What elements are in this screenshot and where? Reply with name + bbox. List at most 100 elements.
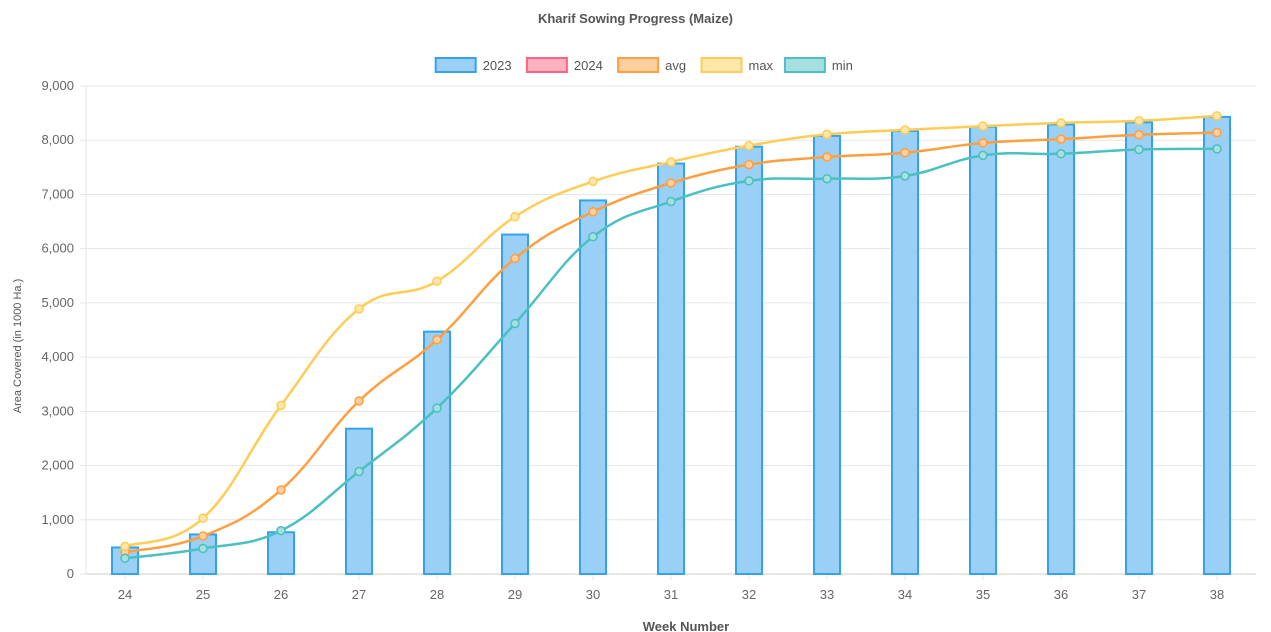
bar-2023 [579, 199, 607, 576]
point-avg [744, 159, 754, 170]
point-min [1134, 144, 1144, 155]
point-max [822, 129, 832, 140]
legend-swatch-2024 [525, 57, 568, 73]
x-tick-label: 32 [742, 587, 756, 602]
legend-item-max[interactable]: max [700, 57, 774, 73]
bar-2023 [891, 130, 919, 575]
line-min [124, 147, 1218, 560]
x-tick-label: 30 [586, 587, 600, 602]
bar-2023 [423, 330, 451, 576]
x-tick-label: 31 [664, 587, 678, 602]
point-min [1056, 149, 1066, 159]
legend-item-min[interactable]: min [783, 57, 853, 73]
y-tick-label: 6,000 [41, 241, 74, 256]
point-max [900, 125, 910, 135]
legend-label-min: min [832, 58, 853, 73]
legend-label-2024: 2024 [574, 58, 603, 73]
legend-swatch-max [700, 57, 743, 73]
point-avg [510, 253, 520, 264]
line-max [124, 114, 1218, 548]
point-min [744, 176, 754, 186]
point-min [354, 466, 364, 477]
bar-2023 [735, 145, 763, 575]
point-max [1212, 111, 1222, 121]
bar-2023 [345, 427, 373, 575]
point-min [510, 318, 520, 329]
y-tick-label: 8,000 [41, 132, 74, 147]
x-tick-label: 35 [976, 587, 990, 602]
x-axis-ticks: 24 25 26 27 28 29 30 31 32 33 34 35 36 37 38 [118, 587, 1224, 602]
point-min [198, 543, 208, 554]
x-tick-label: 24 [118, 587, 132, 602]
y-tick-label: 4,000 [41, 349, 74, 364]
point-min [1212, 144, 1222, 154]
point-max [120, 541, 130, 552]
point-max [276, 400, 286, 411]
bar-2023 [969, 125, 997, 576]
point-max [198, 513, 208, 523]
y-tick-label: 0 [67, 566, 74, 581]
point-max [432, 276, 442, 286]
point-max [588, 176, 598, 187]
point-min [900, 171, 910, 181]
legend-swatch-min [783, 57, 826, 73]
legend-item-2023[interactable]: 2023 [434, 57, 512, 73]
line-avg [124, 131, 1218, 554]
point-max [1134, 115, 1144, 126]
chart-title: Kharif Sowing Progress (Maize) [537, 11, 734, 26]
point-avg [1056, 134, 1066, 144]
y-tick-label: 7,000 [41, 186, 74, 201]
bar-2023 [813, 134, 841, 576]
point-max [354, 304, 364, 314]
point-avg [666, 178, 676, 188]
point-max [666, 157, 676, 167]
legend-swatch-avg [617, 57, 660, 73]
point-min [666, 196, 676, 207]
bar-series [111, 115, 1231, 576]
x-tick-label: 38 [1210, 587, 1224, 602]
point-max [744, 140, 754, 151]
point-avg [822, 152, 832, 162]
y-tick-label: 5,000 [41, 295, 74, 310]
y-tick-label: 9,000 [41, 78, 74, 93]
legend-label-2023: 2023 [483, 58, 512, 73]
y-tick-label: 3,000 [41, 403, 74, 418]
point-avg [432, 335, 442, 345]
y-axis-label: Area Covered (in 1000 Ha.) [12, 279, 24, 414]
legend[interactable]: 2023 2024 avg max min [434, 57, 853, 73]
bar-2023 [501, 233, 529, 576]
point-avg [198, 531, 208, 541]
point-min [822, 173, 832, 184]
point-avg [276, 485, 286, 495]
x-tick-label: 28 [430, 587, 444, 602]
point-min [276, 525, 286, 536]
point-max [1056, 118, 1066, 128]
point-min [432, 403, 442, 413]
point-avg [900, 147, 910, 158]
point-min [978, 150, 988, 161]
y-tick-label: 2,000 [41, 458, 74, 473]
x-tick-label: 26 [274, 587, 288, 602]
legend-label-max: max [749, 58, 774, 73]
x-tick-label: 29 [508, 587, 522, 602]
point-max [978, 121, 988, 131]
x-axis-label: Week Number [643, 619, 729, 632]
legend-swatch-2023 [434, 57, 477, 73]
x-tick-label: 36 [1054, 587, 1068, 602]
point-max [510, 211, 520, 222]
point-avg [1134, 130, 1144, 140]
x-tick-label: 33 [820, 587, 834, 602]
legend-item-avg[interactable]: avg [617, 57, 686, 73]
x-tick-label: 37 [1132, 587, 1146, 602]
point-avg [978, 138, 988, 148]
x-tick-label: 27 [352, 587, 366, 602]
bar-2023 [657, 162, 685, 575]
bar-2023 [1203, 115, 1231, 575]
point-avg [1212, 127, 1222, 138]
point-min [588, 231, 598, 242]
point-min [120, 553, 130, 564]
x-tick-label: 25 [196, 587, 210, 602]
legend-item-2024[interactable]: 2024 [525, 57, 603, 73]
bar-2023 [1047, 123, 1075, 576]
